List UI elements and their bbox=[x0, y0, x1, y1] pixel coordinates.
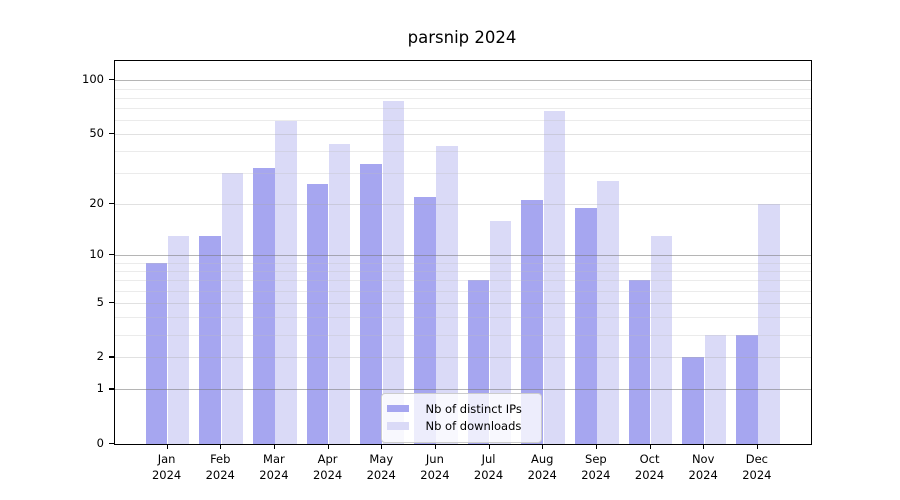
x-tick-apr bbox=[327, 444, 329, 449]
y-tick-label-10: 10 bbox=[89, 247, 104, 262]
x-tick-label-sep: Sep 2024 bbox=[581, 452, 611, 482]
y-tick-label-2: 2 bbox=[96, 349, 104, 364]
minor-gridline bbox=[115, 173, 811, 175]
minor-gridline bbox=[115, 334, 811, 336]
x-tick-jun bbox=[434, 444, 437, 449]
bar-downloads-apr bbox=[328, 144, 351, 444]
legend-label: Nb of distinct IPs bbox=[425, 401, 522, 416]
gridline-50 bbox=[115, 134, 811, 136]
x-tick-feb bbox=[220, 444, 222, 449]
legend-swatch-icon bbox=[387, 404, 409, 413]
bar-ips-feb bbox=[199, 236, 221, 444]
bar-downloads-mar bbox=[275, 121, 297, 444]
x-tick-label-dec: Dec 2024 bbox=[742, 452, 772, 482]
legend-swatch-icon bbox=[387, 422, 409, 430]
bar-downloads-may bbox=[382, 100, 405, 444]
x-tick-label-jun: Jun 2024 bbox=[420, 452, 450, 482]
x-tick-mar bbox=[273, 444, 276, 449]
minor-gridline bbox=[115, 262, 811, 264]
bar-ips-may bbox=[360, 163, 382, 444]
legend-row-downloads: Nb of downloads bbox=[387, 418, 533, 434]
bar-ips-jun bbox=[414, 196, 436, 444]
y-tick-2 bbox=[109, 356, 114, 358]
bar-ips-apr bbox=[306, 184, 329, 444]
legend-label: Nb of downloads bbox=[425, 419, 522, 433]
legend: Nb of distinct IPs Nb of downloads bbox=[381, 393, 542, 443]
minor-gridline bbox=[115, 108, 811, 110]
bar-downloads-dec bbox=[758, 204, 780, 444]
minor-gridline bbox=[115, 151, 811, 153]
legend-row-ips: Nb of distinct IPs bbox=[387, 401, 533, 417]
x-tick-jan bbox=[166, 444, 168, 449]
bar-ips-nov bbox=[682, 357, 704, 444]
gridline-2 bbox=[115, 357, 811, 359]
x-tick-aug bbox=[542, 444, 544, 449]
x-tick-label-may: May 2024 bbox=[366, 452, 396, 482]
bar-ips-jan bbox=[145, 262, 168, 444]
bar-downloads-aug bbox=[543, 111, 566, 444]
gridline-100 bbox=[115, 80, 811, 82]
minor-gridline bbox=[115, 270, 811, 272]
x-tick-label-jul: Jul 2024 bbox=[473, 452, 504, 482]
bar-ips-aug bbox=[521, 200, 543, 444]
y-tick-100 bbox=[109, 79, 114, 81]
bar-downloads-jan bbox=[167, 236, 190, 444]
y-tick-label-1: 1 bbox=[96, 381, 104, 396]
x-tick-oct bbox=[649, 444, 651, 449]
x-tick-sep bbox=[595, 444, 598, 449]
y-tick-5 bbox=[109, 301, 114, 303]
x-tick-label-oct: Oct 2024 bbox=[634, 452, 665, 482]
bar-ips-mar bbox=[253, 168, 275, 444]
x-tick-label-jan: Jan 2024 bbox=[151, 452, 182, 482]
y-tick-label-5: 5 bbox=[96, 294, 104, 309]
bar-ips-sep bbox=[575, 207, 597, 444]
bar-downloads-sep bbox=[597, 181, 619, 444]
y-tick-label-0: 0 bbox=[96, 436, 104, 450]
gridline-1 bbox=[115, 389, 811, 391]
x-tick-label-feb: Feb 2024 bbox=[205, 452, 235, 482]
y-tick-20 bbox=[109, 203, 114, 205]
bar-ips-oct bbox=[628, 280, 651, 444]
minor-gridline bbox=[115, 120, 811, 122]
gridline-5 bbox=[115, 302, 811, 304]
y-tick-10 bbox=[109, 254, 114, 256]
y-tick-label-100: 100 bbox=[82, 72, 104, 87]
x-tick-label-apr: Apr 2024 bbox=[312, 452, 343, 482]
minor-gridline bbox=[115, 97, 811, 99]
plot-area bbox=[114, 60, 812, 445]
x-tick-may bbox=[381, 444, 383, 449]
bar-downloads-oct bbox=[650, 236, 673, 444]
bar-downloads-feb bbox=[221, 173, 244, 444]
gridline-10 bbox=[115, 255, 811, 257]
bar-downloads-jun bbox=[436, 145, 458, 444]
minor-gridline bbox=[115, 88, 811, 90]
x-tick-dec bbox=[756, 444, 759, 449]
chart-title: parsnip 2024 bbox=[407, 28, 517, 47]
minor-gridline bbox=[115, 280, 811, 282]
minor-gridline bbox=[115, 290, 811, 292]
x-tick-label-nov: Nov 2024 bbox=[688, 452, 718, 482]
x-tick-label-mar: Mar 2024 bbox=[259, 452, 289, 482]
y-tick-50 bbox=[109, 133, 114, 135]
x-tick-jul bbox=[488, 444, 490, 449]
minor-gridline bbox=[115, 317, 811, 319]
y-tick-label-20: 20 bbox=[89, 196, 104, 211]
y-tick-1 bbox=[109, 388, 114, 390]
y-tick-0 bbox=[109, 443, 114, 445]
bar-downloads-jul bbox=[489, 220, 512, 444]
y-tick-label-50: 50 bbox=[89, 126, 104, 141]
gridline-20 bbox=[115, 204, 811, 206]
x-tick-label-aug: Aug 2024 bbox=[527, 452, 557, 482]
x-tick-nov bbox=[703, 444, 705, 449]
